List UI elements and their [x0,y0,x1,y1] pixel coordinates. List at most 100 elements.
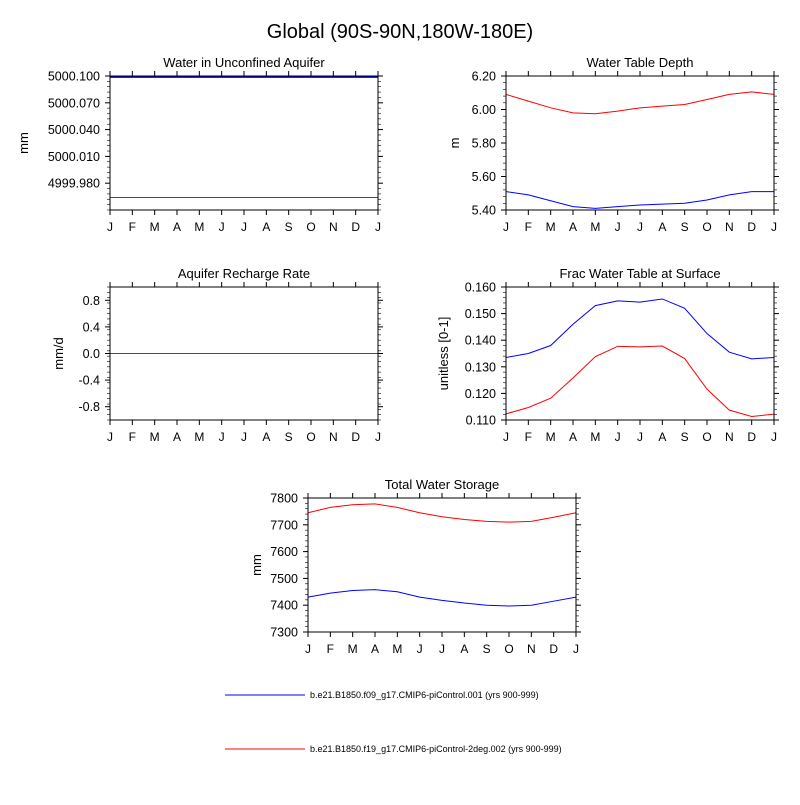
y-tick-label: 0.140 [465,334,496,348]
x-tick-label: M [150,430,160,444]
y-tick-label: 0.8 [83,294,100,308]
x-tick-label: J [615,220,621,234]
x-tick-label: D [549,642,558,656]
panel-title: Total Water Storage [385,477,499,492]
y-axis-label: mm [16,132,31,154]
x-tick-label: M [392,642,402,656]
y-tick-label: 0.0 [83,347,100,361]
x-tick-label: F [525,430,532,444]
x-tick-label: M [194,220,204,234]
y-tick-label: 7400 [270,599,298,613]
x-tick-label: M [590,430,600,444]
x-tick-label: O [702,220,711,234]
x-tick-label: D [747,220,756,234]
x-tick-label: S [285,220,293,234]
x-tick-label: M [194,430,204,444]
x-tick-label: A [460,642,468,656]
panel-title: Aquifer Recharge Rate [178,266,310,281]
x-tick-label: N [329,220,338,234]
y-tick-label: 0.150 [465,307,496,321]
y-tick-label: 7300 [270,626,298,640]
x-tick-label: J [241,430,247,444]
x-tick-label: J [771,220,777,234]
y-tick-label: 0.120 [465,387,496,401]
y-axis-label: mm/d [51,337,66,370]
x-tick-label: J [503,220,509,234]
x-tick-label: F [525,220,532,234]
x-tick-label: M [348,642,358,656]
x-tick-label: O [306,430,315,444]
panel-title: Water in Unconfined Aquifer [163,55,325,70]
y-tick-label: 5000.010 [48,150,100,164]
x-tick-label: A [371,642,379,656]
y-tick-label: 7500 [270,572,298,586]
x-tick-label: J [241,220,247,234]
x-tick-label: D [351,220,360,234]
x-tick-label: N [527,642,536,656]
y-axis-label: unitless [0-1] [436,317,451,391]
x-tick-label: A [262,430,270,444]
panel-title: Frac Water Table at Surface [559,266,720,281]
series-line-1 [505,345,775,418]
legend: b.e21.B1850.f09_g17.CMIP6-piControl.001 … [225,690,562,754]
x-tick-label: J [637,430,643,444]
y-tick-label: 7700 [270,518,298,532]
x-tick-label: J [771,430,777,444]
x-tick-label: O [702,430,711,444]
x-tick-label: F [129,430,136,444]
y-tick-label: 5000.040 [48,123,100,137]
series-line-1 [307,503,577,523]
x-tick-label: M [150,220,160,234]
x-tick-label: D [351,430,360,444]
y-tick-label: 0.130 [465,360,496,374]
x-tick-label: J [219,220,225,234]
y-tick-label: -0.8 [78,400,100,414]
x-tick-label: S [681,220,689,234]
y-tick-label: 0.4 [83,320,100,334]
y-axis-label: m [447,138,462,149]
x-tick-label: N [725,220,734,234]
y-tick-label: 5.80 [472,137,496,151]
legend-label-1: b.e21.B1850.f19_g17.CMIP6-piControl-2deg… [310,744,562,754]
y-tick-label: 6.00 [472,103,496,117]
y-axis-label: mm [249,554,264,576]
x-tick-label: F [327,642,334,656]
series-line-0 [505,298,775,360]
y-tick-label: 4999.980 [48,177,100,191]
y-tick-label: 0.110 [466,414,496,428]
x-tick-label: A [569,430,577,444]
x-tick-label: A [262,220,270,234]
x-tick-label: A [173,430,181,444]
x-tick-label: M [546,430,556,444]
panel-title: Water Table Depth [587,55,694,70]
x-tick-label: A [658,220,666,234]
y-tick-label: 7800 [270,492,298,506]
x-tick-label: S [681,430,689,444]
x-tick-label: J [503,430,509,444]
series-line-0 [307,589,577,607]
x-tick-label: J [107,220,113,234]
x-tick-label: S [483,642,491,656]
x-tick-label: J [439,642,445,656]
x-tick-label: A [173,220,181,234]
x-tick-label: M [590,220,600,234]
plot-frame [307,497,577,633]
y-tick-label: 5.40 [472,204,496,218]
x-tick-label: J [219,430,225,444]
x-tick-label: A [569,220,577,234]
x-tick-label: J [375,430,381,444]
series-line-1 [505,91,775,115]
figure-title: Global (90S-90N,180W-180E) [267,21,533,43]
x-tick-label: J [375,220,381,234]
series-line-0 [505,191,774,209]
x-tick-label: N [329,430,338,444]
y-tick-label: 5000.070 [48,96,100,110]
x-tick-label: D [747,430,756,444]
plot-frame [109,75,379,211]
